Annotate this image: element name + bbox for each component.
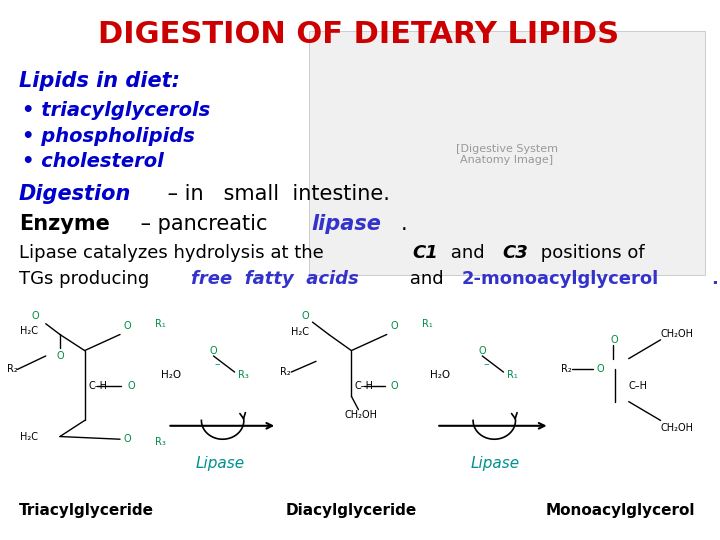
Text: R₁: R₁	[156, 319, 166, 329]
Text: [Digestive System
Anatomy Image]: [Digestive System Anatomy Image]	[456, 144, 558, 165]
Text: O: O	[390, 321, 397, 332]
Text: – in   small  intestine.: – in small intestine.	[161, 184, 390, 204]
Text: R₁: R₁	[422, 319, 433, 329]
Text: C1: C1	[413, 244, 438, 262]
Text: 2-monoacylglycerol: 2-monoacylglycerol	[462, 270, 659, 288]
Text: and: and	[445, 244, 490, 262]
Text: O: O	[597, 364, 605, 374]
Text: C–H: C–H	[355, 381, 374, 390]
Text: – pancreatic: – pancreatic	[134, 214, 274, 234]
Text: CH₂OH: CH₂OH	[344, 410, 377, 420]
Text: R₃: R₃	[238, 370, 249, 380]
Text: Digestion: Digestion	[19, 184, 131, 204]
Text: .: .	[400, 214, 407, 234]
Text: lipase: lipase	[312, 214, 382, 234]
Text: C3: C3	[503, 244, 528, 262]
Text: TGs producing: TGs producing	[19, 270, 155, 288]
Text: • phospholipids: • phospholipids	[22, 126, 195, 146]
Text: Monoacylglycerol: Monoacylglycerol	[546, 503, 695, 518]
Text: R₁: R₁	[507, 370, 518, 380]
Text: Lipids in diet:: Lipids in diet:	[19, 71, 180, 91]
Text: free  fatty  acids: free fatty acids	[192, 270, 359, 288]
Text: O: O	[123, 321, 131, 332]
Text: O: O	[479, 346, 486, 355]
Text: and: and	[404, 270, 449, 288]
Text: R₂: R₂	[562, 364, 572, 374]
Text: O: O	[390, 381, 398, 390]
Text: .: .	[711, 270, 719, 288]
Text: CH₂OH: CH₂OH	[660, 329, 693, 340]
Text: H₂C: H₂C	[20, 326, 38, 336]
Text: O: O	[302, 310, 309, 321]
Text: positions of: positions of	[536, 244, 645, 262]
Text: H₂O: H₂O	[431, 370, 451, 380]
Text: H₂O: H₂O	[161, 370, 181, 380]
Text: H₂C: H₂C	[291, 327, 309, 337]
Text: • triacylglycerols: • triacylglycerols	[22, 101, 211, 120]
Text: C–H: C–H	[629, 381, 648, 390]
Text: Enzyme: Enzyme	[19, 214, 109, 234]
Text: H₂C: H₂C	[20, 431, 38, 442]
Text: R₂: R₂	[281, 367, 292, 377]
Text: C–H: C–H	[89, 381, 107, 390]
Text: R₃: R₃	[156, 437, 166, 447]
Text: Triacylglyceride: Triacylglyceride	[19, 503, 153, 518]
Text: • cholesterol: • cholesterol	[22, 152, 164, 171]
Text: R₂: R₂	[6, 364, 17, 374]
Text: O: O	[32, 310, 39, 321]
Text: Lipase: Lipase	[196, 456, 245, 471]
Text: Lipase: Lipase	[470, 456, 520, 471]
Text: Lipase catalyzes hydrolysis at the: Lipase catalyzes hydrolysis at the	[19, 244, 329, 262]
Text: O: O	[56, 350, 63, 361]
Text: –: –	[214, 359, 220, 369]
Text: DIGESTION OF DIETARY LIPIDS: DIGESTION OF DIETARY LIPIDS	[98, 20, 619, 49]
Text: O: O	[611, 335, 618, 345]
Text: –: –	[483, 359, 489, 369]
Text: Diacylglyceride: Diacylglyceride	[286, 503, 417, 518]
Text: CH₂OH: CH₂OH	[660, 423, 693, 434]
Text: O: O	[127, 381, 135, 390]
Text: O: O	[123, 434, 131, 444]
Text: O: O	[210, 346, 217, 355]
FancyBboxPatch shape	[309, 31, 705, 275]
